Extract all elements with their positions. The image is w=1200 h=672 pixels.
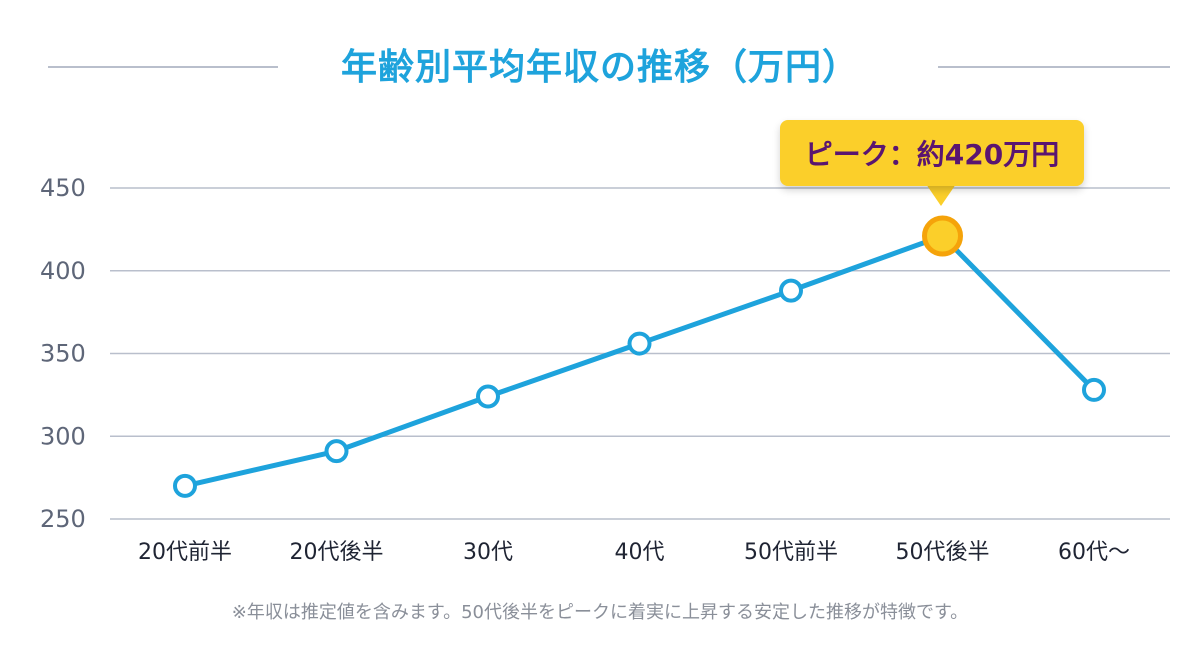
data-point bbox=[627, 331, 652, 356]
data-point bbox=[173, 473, 197, 498]
y-tick-label: 400 bbox=[40, 257, 86, 285]
footnote: ※年収は推定値を含みます。50代後半をピークに着実に上昇する安定した推移が特徴で… bbox=[231, 602, 969, 623]
data-point bbox=[476, 384, 500, 409]
y-tick-label: 450 bbox=[40, 174, 86, 202]
y-tick-label: 250 bbox=[40, 505, 86, 533]
title-rule-left bbox=[48, 66, 278, 68]
x-tick-label: 30代 bbox=[463, 540, 513, 565]
data-point bbox=[779, 278, 803, 303]
peak-data-point bbox=[922, 215, 963, 257]
chart-title: 年齢別平均年収の推移（万円） bbox=[340, 47, 859, 88]
series-line bbox=[182, 233, 1097, 489]
y-tick-label: 350 bbox=[40, 340, 86, 368]
data-point bbox=[324, 439, 349, 464]
x-tick-label: 20代後半 bbox=[290, 540, 384, 565]
peak-callout-pointer bbox=[926, 184, 956, 206]
x-tick-label: 60代〜 bbox=[1058, 540, 1130, 565]
title-rule-right bbox=[938, 66, 1170, 68]
x-tick-label: 50代後半 bbox=[896, 540, 990, 565]
data-point bbox=[1082, 377, 1106, 402]
x-tick-label: 50代前半 bbox=[744, 540, 838, 565]
peak-callout: ピーク：約420万円 bbox=[780, 120, 1084, 186]
x-tick-label: 40代 bbox=[615, 540, 665, 565]
y-tick-label: 300 bbox=[40, 422, 86, 450]
x-tick-label: 20代前半 bbox=[138, 540, 232, 565]
